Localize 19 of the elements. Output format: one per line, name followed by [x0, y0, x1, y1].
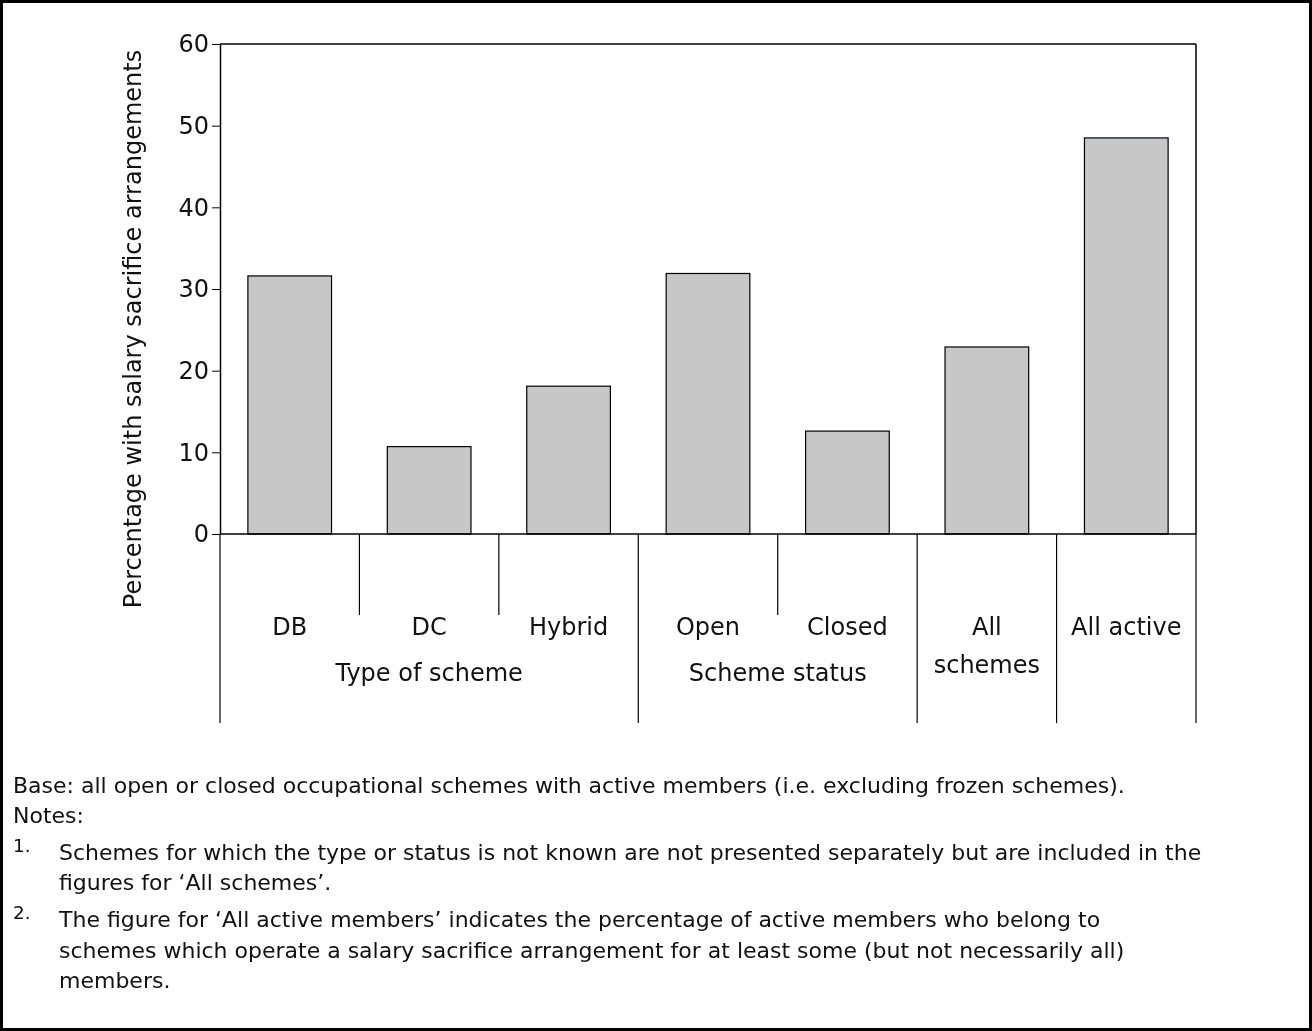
x-tick-label: All active: [1071, 613, 1182, 641]
text: Type of scheme: [334, 659, 523, 687]
text: Base: all open or closed occupational schemes with active members (i.e. excluding frozen schemes).: [13, 772, 1126, 800]
x-tick-label: Hybrid: [528, 613, 609, 641]
y-tick-label: 0: [193, 520, 209, 549]
y-tick-label: 40: [178, 193, 209, 222]
y-tick-label: 20: [178, 356, 209, 385]
text: Notes:: [13, 802, 85, 830]
text: Scheme status: [688, 659, 867, 687]
y-tick-label: 50: [178, 111, 209, 140]
x-tick-label: DC: [411, 613, 447, 641]
y-tick-label: 60: [178, 30, 209, 59]
x-tick-label: All schemes: [933, 613, 1041, 679]
x-tick-label: Open: [675, 613, 741, 641]
y-tick-label: 30: [178, 275, 209, 304]
x-tick-label: DB: [272, 613, 308, 641]
x-tick-label: Closed: [807, 613, 888, 641]
y-tick-label: 10: [178, 438, 209, 467]
y-axis-title: Percentage with salary sacrifice arrangements: [119, 49, 147, 609]
